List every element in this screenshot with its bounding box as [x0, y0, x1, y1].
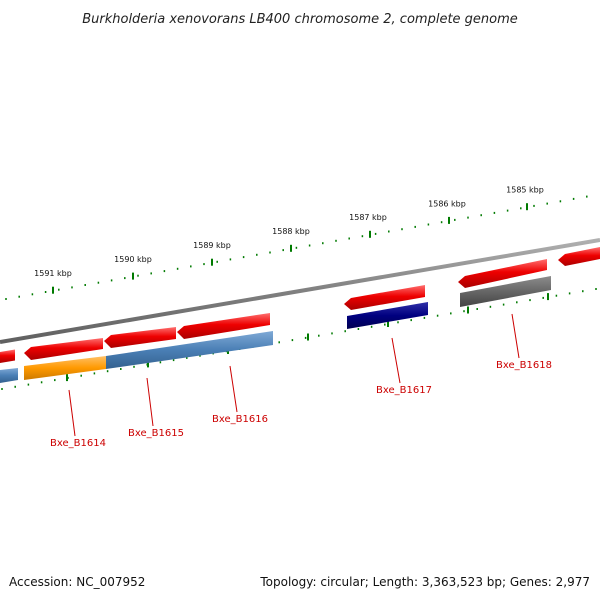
accession-label: Accession: NC_007952: [9, 575, 145, 589]
gene-label-leader: [229, 365, 238, 413]
gene-label-leader: [146, 377, 154, 427]
genome-summary: Topology: circular; Length: 3,363,523 bp…: [259, 575, 590, 589]
gene-label-leader: [511, 313, 520, 359]
gene-label-bxe-b1614: Bxe_B1614: [50, 438, 106, 449]
kbp-scale-label: 1586 kbp: [428, 199, 466, 208]
gene-label-bxe-b1617: Bxe_B1617: [376, 385, 432, 396]
gene-arrow[interactable]: [104, 327, 176, 348]
gene-label-bxe-b1616: Bxe_B1616: [212, 414, 268, 425]
gene-arrow[interactable]: [24, 338, 103, 360]
gene-label-leader: [391, 337, 401, 384]
gene-label-bxe-b1615: Bxe_B1615: [128, 428, 184, 439]
map-title: Burkholderia xenovorans LB400 chromosome…: [82, 12, 518, 27]
gene-arrow[interactable]: [558, 247, 600, 266]
gene-labels: Bxe_B1614 Bxe_B1615 Bxe_B1616 Bxe_B1617 …: [50, 313, 552, 449]
kbp-scale-label: 1590 kbp: [114, 255, 152, 264]
gene-arrow[interactable]: [177, 313, 270, 339]
kbp-scale-labels: 1591 kbp 1590 kbp 1589 kbp 1588 kbp 1587 kbp…: [34, 186, 544, 279]
gene-arrow[interactable]: [458, 259, 547, 288]
feature-bar[interactable]: [0, 368, 18, 383]
kbp-scale-label: 1587 kbp: [349, 213, 387, 222]
gene-label-leader: [68, 389, 76, 437]
forward-strand-genes: [0, 247, 600, 363]
kbp-scale-label: 1589 kbp: [193, 241, 231, 250]
feature-bar[interactable]: [347, 302, 428, 329]
kbp-scale-label: 1591 kbp: [34, 269, 72, 278]
gene-label-bxe-b1618: Bxe_B1618: [496, 360, 552, 371]
position-ticks: [1, 195, 597, 390]
feature-bar[interactable]: [106, 331, 273, 369]
kbp-scale-label: 1588 kbp: [272, 227, 310, 236]
gene-arrow[interactable]: [344, 285, 425, 310]
kbp-scale-label: 1585 kbp: [506, 186, 544, 195]
feature-bar[interactable]: [24, 356, 106, 380]
feature-bar[interactable]: [460, 276, 551, 307]
chromosome-backbone: [0, 238, 600, 344]
gene-arrow[interactable]: [0, 349, 15, 364]
feature-bars: [0, 276, 551, 383]
